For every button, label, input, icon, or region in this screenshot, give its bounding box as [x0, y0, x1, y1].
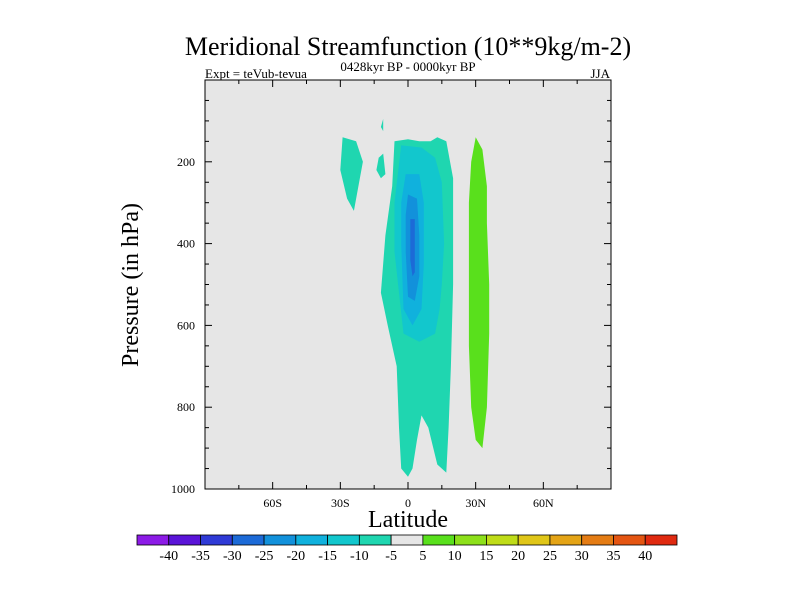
period-label: 0428kyr BP - 0000kyr BP	[340, 59, 475, 74]
colorbar-swatch	[613, 534, 646, 546]
season-label: JJA	[590, 66, 610, 81]
colorbar-label: 20	[511, 549, 525, 564]
colorbar-label: 40	[638, 549, 652, 564]
x-axis-label: Latitude	[368, 507, 448, 533]
colorbar-swatch	[486, 534, 519, 546]
colorbar-swatch	[644, 534, 678, 546]
y-tick-label: 1000	[171, 482, 195, 496]
colorbar-label: -40	[159, 549, 178, 564]
x-tick-label: 60S	[263, 496, 282, 510]
y-tick-label: 400	[177, 237, 195, 251]
chart-title: Meridional Streamfunction (10**9kg/m-2)	[185, 32, 631, 61]
colorbar-label: 30	[575, 549, 589, 564]
colorbar-label: -30	[223, 549, 242, 564]
colorbar-swatch	[231, 534, 265, 546]
colorbar-swatch	[358, 534, 392, 546]
contour-region-8	[468, 137, 490, 449]
colorbar-label: -25	[255, 549, 274, 564]
contour-fills	[340, 118, 490, 477]
colorbar-swatch	[136, 534, 170, 546]
contour-region-0	[340, 137, 363, 211]
x-tick-label: 60N	[533, 496, 554, 510]
contour-region-7	[410, 219, 415, 277]
x-tick-label: 30S	[331, 496, 350, 510]
colorbar-label: -10	[350, 549, 369, 564]
y-tick-label: 200	[177, 155, 195, 169]
experiment-label: Expt = teVub-tevua	[205, 66, 307, 81]
colorbar-swatch	[390, 534, 424, 546]
colorbar-swatch	[327, 534, 360, 546]
colorbar-label: 10	[448, 549, 462, 564]
y-axis-ticks: 200 400 600 800 1000	[171, 99, 611, 496]
contour-region-2	[380, 118, 384, 132]
colorbar-swatch	[263, 534, 297, 546]
colorbar-label: 15	[479, 549, 493, 564]
colorbar-label: 35	[606, 549, 620, 564]
colorbar-label: -5	[385, 549, 397, 564]
colorbar-swatch	[422, 534, 456, 546]
colorbar-swatch	[549, 534, 583, 546]
y-tick-label: 800	[177, 400, 195, 414]
colorbar: -40 -35 -30 -25 -20 -15 -10 -5 5 10 15 20 25 30 35 40	[136, 534, 678, 564]
colorbar-label: -20	[286, 549, 305, 564]
x-tick-label: 30N	[465, 496, 486, 510]
contour-region-1	[376, 153, 386, 179]
colorbar-swatch	[168, 534, 201, 546]
y-axis-label: Pressure (in hPa)	[118, 203, 144, 367]
y-tick-label: 600	[177, 318, 195, 332]
colorbar-swatch	[200, 534, 233, 546]
colorbar-swatch	[517, 534, 551, 546]
colorbar-swatch	[454, 534, 487, 546]
colorbar-swatch	[295, 534, 328, 546]
x-axis-ticks: 60S 30S 0 30N 60N	[238, 80, 578, 510]
colorbar-label: -35	[191, 549, 210, 564]
colorbar-swatch	[581, 534, 614, 546]
colorbar-label: 25	[543, 549, 557, 564]
x-tick-label: 0	[405, 496, 411, 510]
colorbar-label: 5	[419, 549, 426, 564]
colorbar-label: -15	[318, 549, 337, 564]
